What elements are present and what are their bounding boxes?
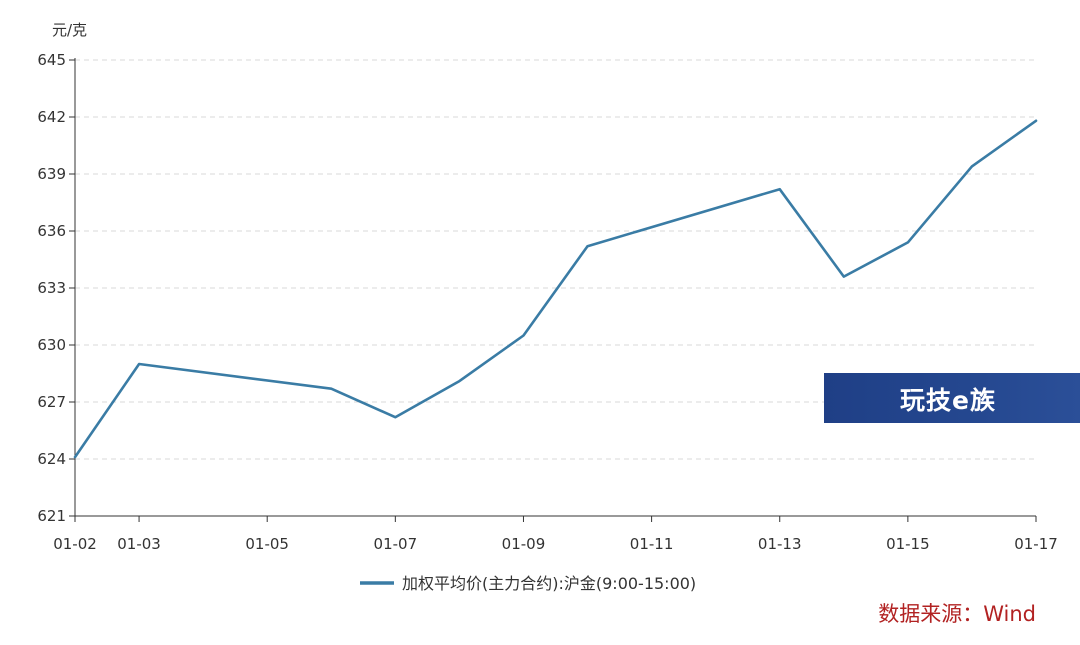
x-tick-label: 01-02	[53, 535, 97, 553]
grid-lines	[75, 59, 1036, 460]
y-axis-ticks: 621 624 627 630 633 636 639 642 645	[37, 51, 75, 525]
y-axis-unit-label: 元/克	[52, 21, 87, 39]
legend-series-label: 加权平均价(主力合约):沪金(9:00-15:00)	[402, 574, 696, 593]
x-tick-label: 01-07	[374, 535, 418, 553]
y-tick-label: 642	[37, 108, 66, 126]
y-tick-label: 621	[37, 507, 66, 525]
x-tick-label: 01-11	[630, 535, 674, 553]
x-axis-ticks: 01-02 01-03 01-05 01-07 01-09 01-11 01-13 01-15…	[53, 516, 1058, 553]
series-group	[73, 119, 1038, 459]
x-tick-label: 01-05	[245, 535, 289, 553]
y-tick-label: 624	[37, 450, 66, 468]
y-tick-label: 639	[37, 165, 66, 183]
x-tick-label: 01-09	[502, 535, 546, 553]
watermark-logo-text: 玩技e族	[900, 386, 996, 415]
watermark-logo: 玩技e族	[824, 373, 1080, 423]
axes	[74, 58, 1036, 517]
source-note: 数据来源：Wind	[878, 602, 1036, 626]
y-tick-label: 630	[37, 336, 66, 354]
legend: 加权平均价(主力合约):沪金(9:00-15:00)	[360, 574, 696, 593]
y-tick-label: 645	[37, 51, 66, 69]
x-tick-label: 01-13	[758, 535, 802, 553]
x-tick-label: 01-03	[117, 535, 161, 553]
series-line	[73, 119, 1038, 459]
x-tick-label: 01-17	[1014, 535, 1058, 553]
y-tick-label: 627	[37, 393, 66, 411]
y-tick-label: 633	[37, 279, 66, 297]
y-tick-label: 636	[37, 222, 66, 240]
x-tick-label: 01-15	[886, 535, 930, 553]
